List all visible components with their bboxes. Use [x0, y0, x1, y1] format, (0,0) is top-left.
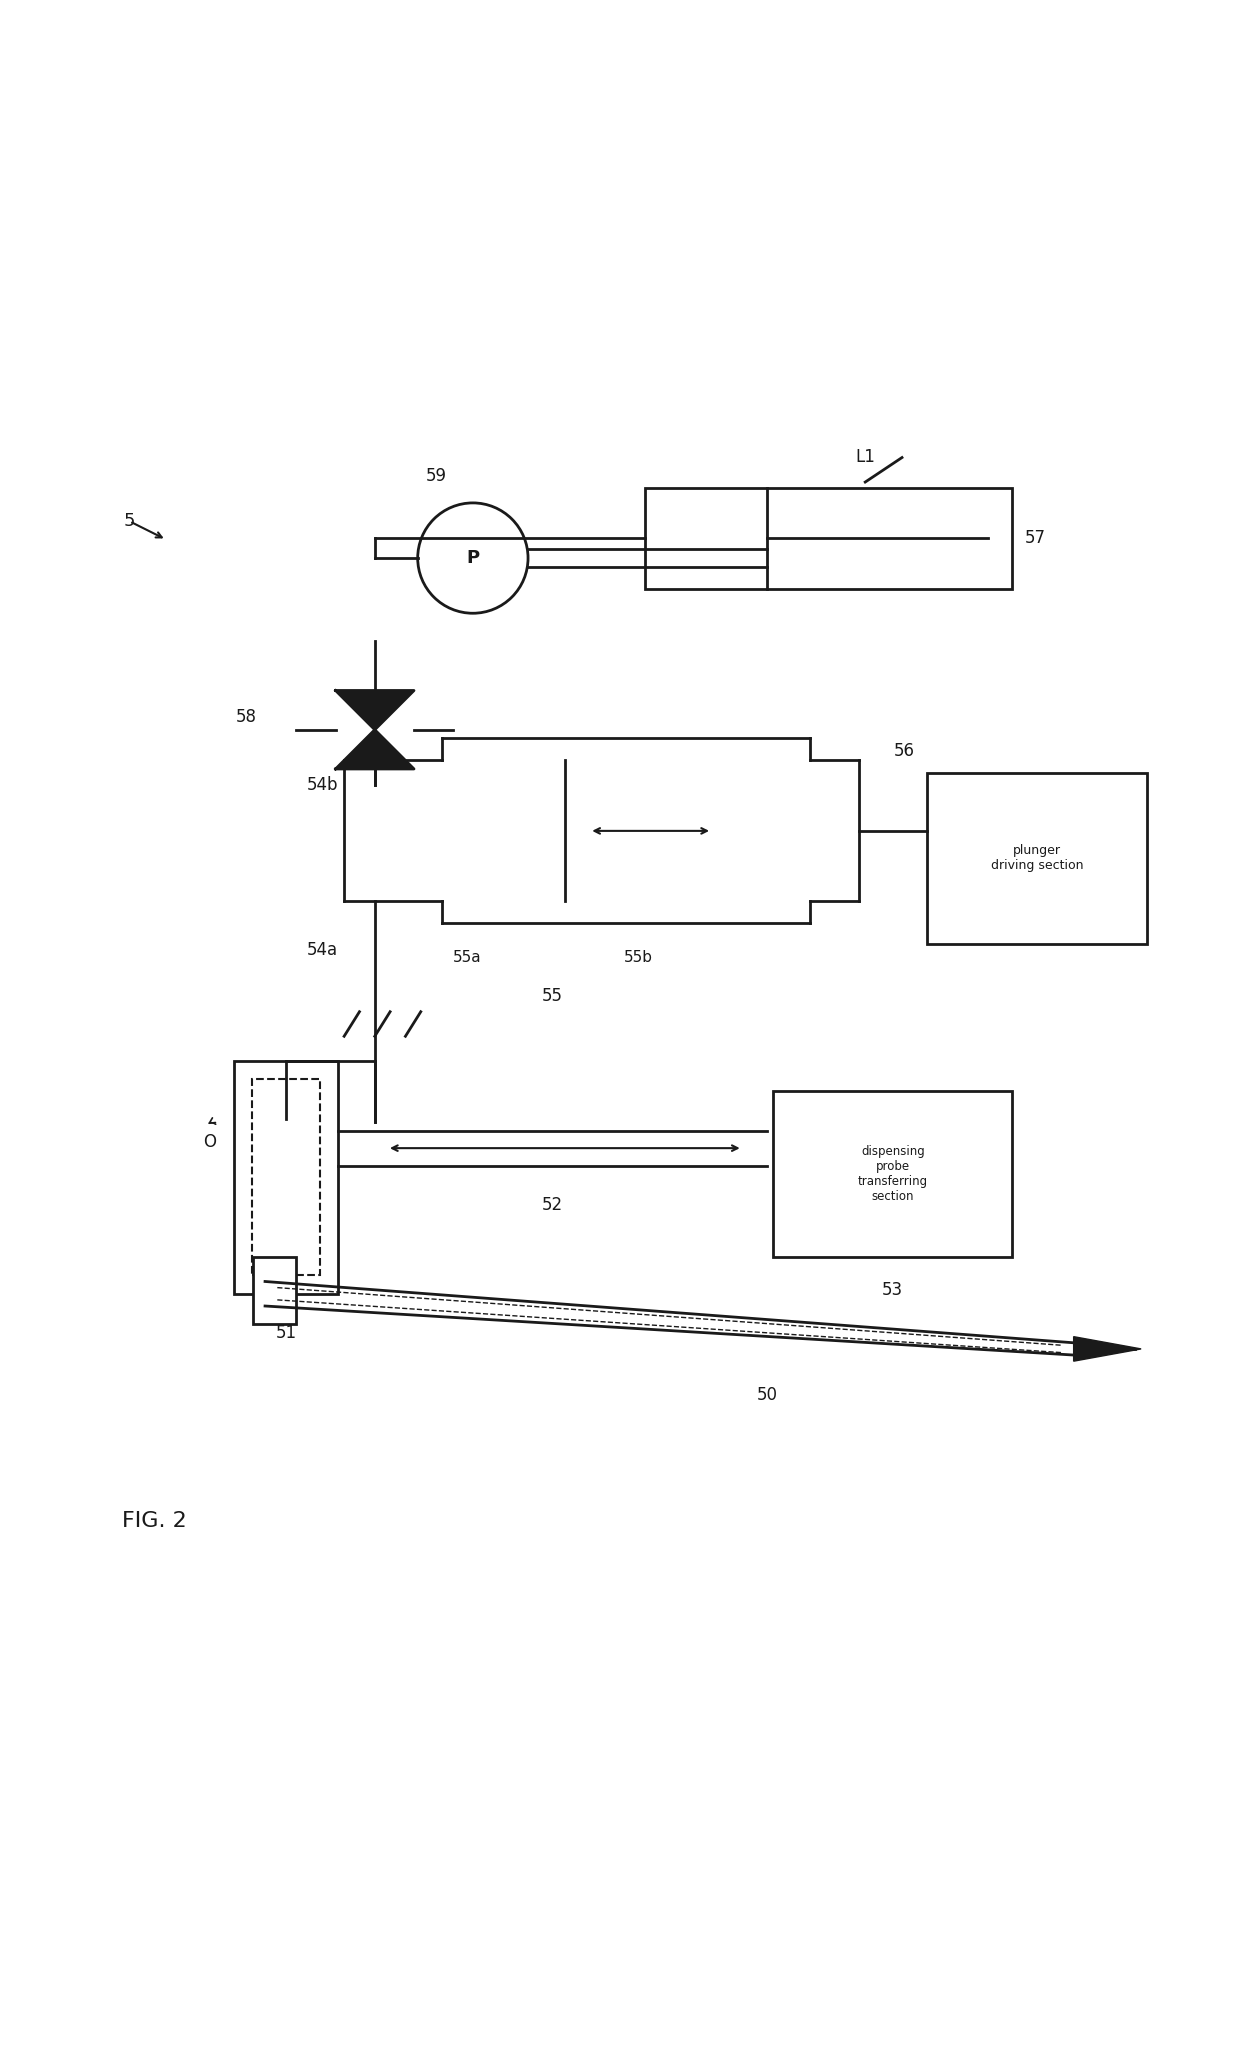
Bar: [774, 1092, 1012, 1257]
Text: 59: 59: [425, 467, 446, 485]
Text: 58: 58: [236, 709, 257, 727]
Polygon shape: [336, 690, 414, 729]
Circle shape: [418, 504, 528, 612]
Bar: [926, 772, 1147, 944]
Text: 54b: 54b: [306, 776, 339, 795]
Text: O: O: [203, 1133, 216, 1151]
Bar: [252, 1079, 320, 1276]
Text: plunger
driving section: plunger driving section: [991, 844, 1083, 872]
Bar: [253, 1257, 295, 1325]
Text: 57: 57: [1024, 530, 1045, 547]
Text: 55b: 55b: [624, 950, 653, 965]
Text: 54a: 54a: [306, 942, 339, 958]
Text: FIG. 2: FIG. 2: [122, 1511, 186, 1530]
Text: P: P: [466, 549, 480, 567]
Text: 55: 55: [542, 987, 563, 1006]
Text: 55a: 55a: [453, 950, 481, 965]
Bar: [234, 1061, 339, 1294]
Polygon shape: [1074, 1337, 1141, 1362]
Text: 50: 50: [756, 1386, 777, 1403]
Text: 53: 53: [882, 1282, 904, 1300]
Text: 5: 5: [124, 512, 135, 530]
Bar: [645, 487, 1012, 588]
Text: 52: 52: [542, 1196, 563, 1214]
Text: dispensing
probe
transferring
section: dispensing probe transferring section: [858, 1145, 928, 1202]
Text: 51: 51: [275, 1325, 296, 1341]
Text: 56: 56: [893, 741, 914, 760]
Polygon shape: [336, 729, 414, 768]
Text: L1: L1: [856, 449, 875, 467]
